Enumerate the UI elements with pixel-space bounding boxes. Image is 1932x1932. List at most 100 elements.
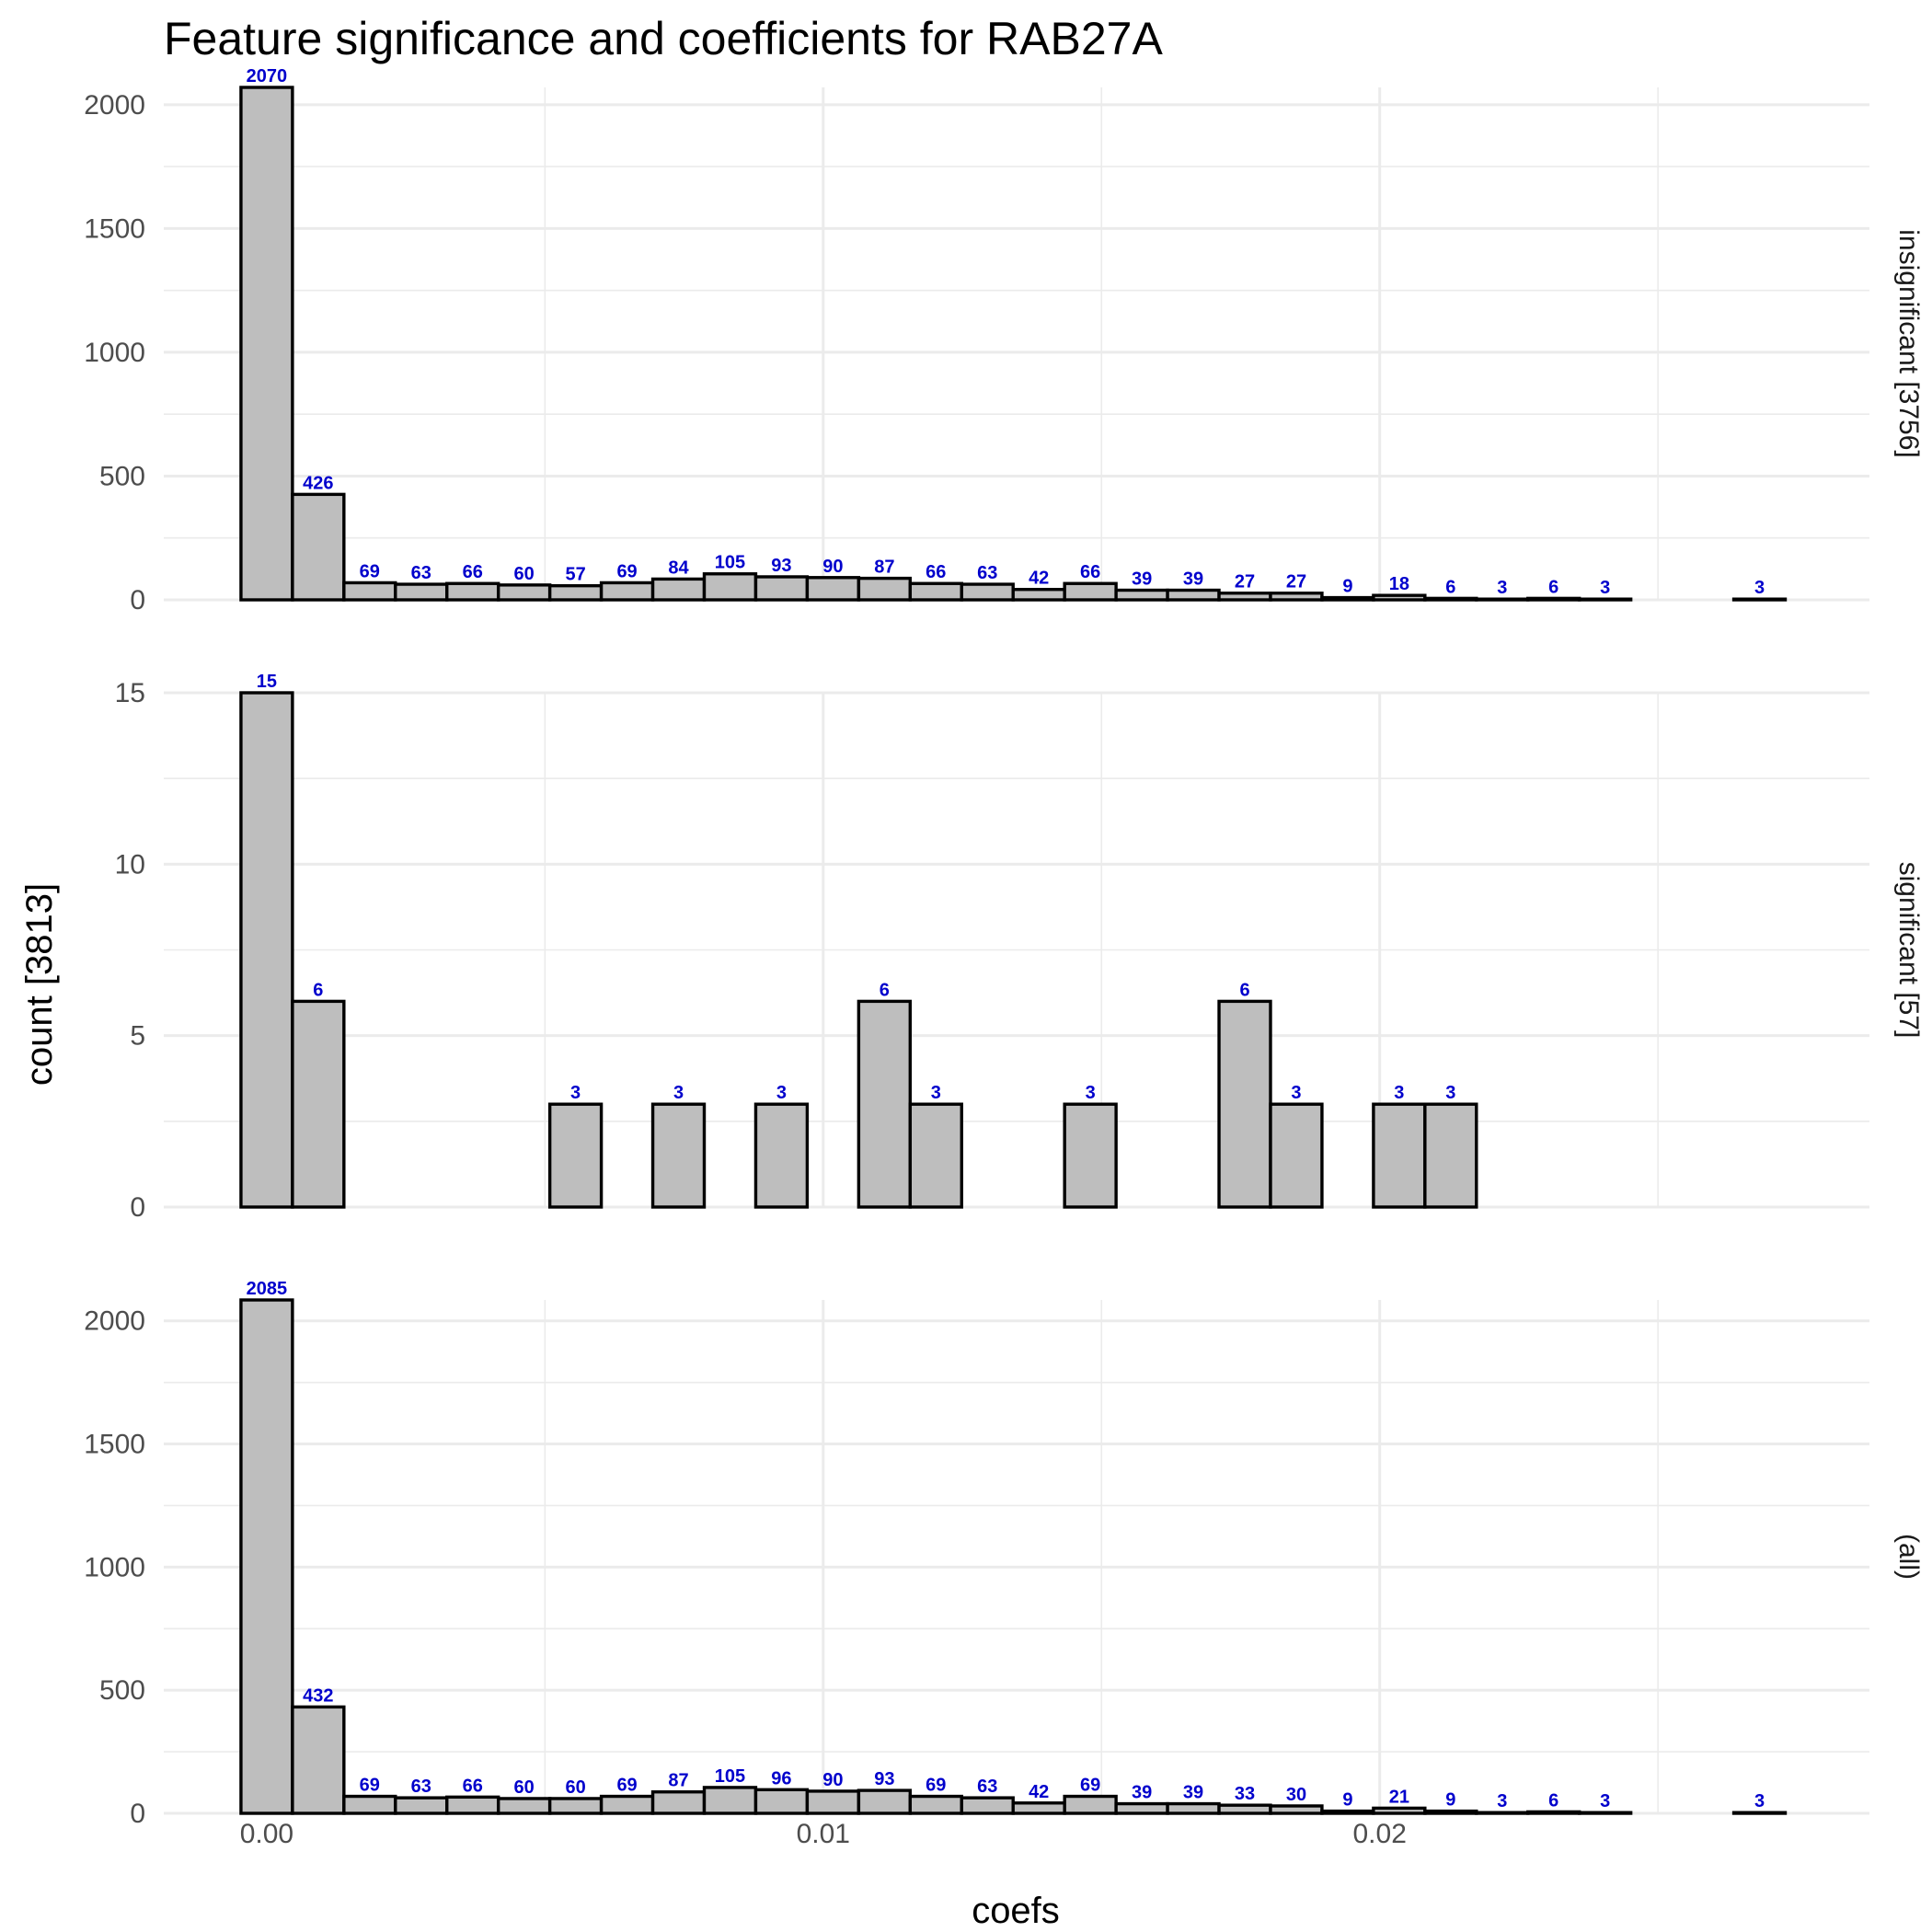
x-tick-label: 0.02 — [1352, 1819, 1406, 1849]
bar-count-label: 42 — [1029, 569, 1049, 589]
bar-count-label: 3 — [931, 1083, 941, 1103]
y-tick-label: 10 — [115, 849, 145, 880]
bar-count-label: 2070 — [247, 66, 288, 86]
bar-count-label: 9 — [1445, 1790, 1455, 1811]
histogram-bar — [1217, 999, 1272, 1209]
y-tick-label: 500 — [99, 461, 145, 491]
histogram-bar — [1166, 1801, 1221, 1815]
bar-count-label: 39 — [1183, 569, 1203, 590]
histogram-bar — [496, 1797, 552, 1815]
histogram-bar — [857, 1788, 913, 1815]
histogram-bar — [1269, 1102, 1324, 1209]
histogram-bar — [394, 582, 449, 602]
histogram-bar — [857, 576, 913, 602]
histogram-bar — [1526, 1810, 1581, 1815]
bar-count-label: 90 — [822, 1770, 843, 1790]
bar-count-label: 6 — [1239, 980, 1249, 1000]
bar-count-label: 39 — [1183, 1783, 1203, 1803]
bar-count-label: 69 — [1080, 1776, 1100, 1796]
bar-count-label: 27 — [1235, 572, 1255, 592]
bar-count-label: 96 — [771, 1768, 791, 1788]
x-tick-label: 0.00 — [240, 1819, 293, 1849]
y-tick-label: 2000 — [84, 1306, 145, 1337]
histogram-bar — [599, 581, 655, 602]
histogram-bar — [857, 999, 913, 1209]
histogram-bar — [650, 1102, 707, 1209]
histogram-bar — [291, 999, 346, 1209]
histogram-bar — [753, 1102, 810, 1209]
histogram-bar — [1166, 588, 1221, 602]
histogram-bar — [291, 1705, 346, 1815]
bar-count-label: 6 — [313, 980, 323, 1000]
histogram-bar — [239, 1298, 294, 1815]
bar-count-label: 57 — [565, 565, 585, 585]
histogram-bar — [1423, 1102, 1478, 1209]
histogram-bar — [1269, 1804, 1324, 1815]
histogram-bar — [394, 1796, 449, 1815]
histogram-bar — [1423, 1809, 1478, 1815]
histogram-bar — [908, 1794, 963, 1815]
bar-count-label: 6 — [880, 980, 890, 1000]
bar-count-label: 39 — [1132, 569, 1152, 590]
histogram-bar — [753, 575, 810, 602]
bar-count-label: 93 — [771, 556, 791, 576]
bar-count-label: 27 — [1286, 572, 1306, 592]
histogram-bar — [702, 1786, 758, 1815]
histogram-bar — [960, 582, 1015, 602]
histogram-bar — [1011, 587, 1066, 602]
histogram-bar — [650, 577, 707, 602]
histogram-bar — [342, 581, 397, 602]
histogram-bar — [496, 583, 552, 602]
bar-count-label: 6 — [1445, 577, 1455, 597]
x-tick-label: 0.01 — [797, 1819, 850, 1849]
histogram-bar — [1577, 1811, 1633, 1815]
bar-count-label: 66 — [926, 562, 946, 582]
histogram-bar — [1114, 588, 1169, 602]
histogram-bar — [1011, 1801, 1066, 1815]
histogram-bar — [1731, 597, 1788, 602]
histogram-bar — [650, 1790, 707, 1815]
bar-count-label: 84 — [668, 558, 689, 578]
histogram-bar — [1372, 1102, 1427, 1209]
bar-count-label: 69 — [360, 561, 380, 581]
chart-title: Feature significance and coefficients fo… — [164, 13, 1163, 64]
facet-strip-label: insignificant [3756] — [1893, 229, 1924, 458]
y-tick-label: 0 — [130, 1192, 145, 1223]
histogram-bar — [1526, 596, 1581, 602]
bar-count-label: 9 — [1342, 1790, 1352, 1811]
histogram-bar — [1475, 597, 1530, 602]
histogram-bar — [1731, 1811, 1788, 1815]
y-tick-label: 0 — [130, 1799, 145, 1829]
bar-count-label: 3 — [1497, 1791, 1507, 1811]
y-tick-label: 0 — [130, 585, 145, 615]
y-axis-title: count [3813] — [19, 883, 60, 1086]
bar-count-label: 66 — [1080, 562, 1100, 582]
histogram-bar — [599, 1794, 655, 1815]
bar-count-label: 6 — [1548, 577, 1558, 597]
y-tick-label: 500 — [99, 1675, 145, 1706]
histogram-bar — [753, 1788, 810, 1815]
bar-count-label: 63 — [977, 1777, 997, 1797]
histogram-bar — [1063, 581, 1118, 602]
histogram-bar — [547, 583, 604, 602]
histogram-bar — [239, 691, 294, 1209]
bar-count-label: 30 — [1286, 1785, 1306, 1805]
bar-count-label: 3 — [1600, 1791, 1610, 1811]
histogram-bar — [342, 1794, 397, 1815]
bar-count-label: 3 — [1445, 1083, 1455, 1103]
bar-count-label: 87 — [668, 1771, 688, 1791]
histogram-bar — [547, 1797, 604, 1815]
histogram-bar — [1063, 1794, 1118, 1815]
bar-count-label: 3 — [570, 1083, 581, 1103]
histogram-bar — [1372, 593, 1427, 602]
histogram-bar — [1577, 597, 1633, 602]
y-tick-label: 5 — [130, 1021, 145, 1052]
bar-count-label: 69 — [616, 1776, 637, 1796]
bar-count-label: 93 — [874, 1769, 894, 1789]
bar-count-label: 63 — [977, 563, 997, 583]
y-tick-label: 2000 — [84, 90, 145, 121]
bar-count-label: 3 — [1754, 578, 1765, 598]
histogram-bar — [291, 492, 346, 602]
